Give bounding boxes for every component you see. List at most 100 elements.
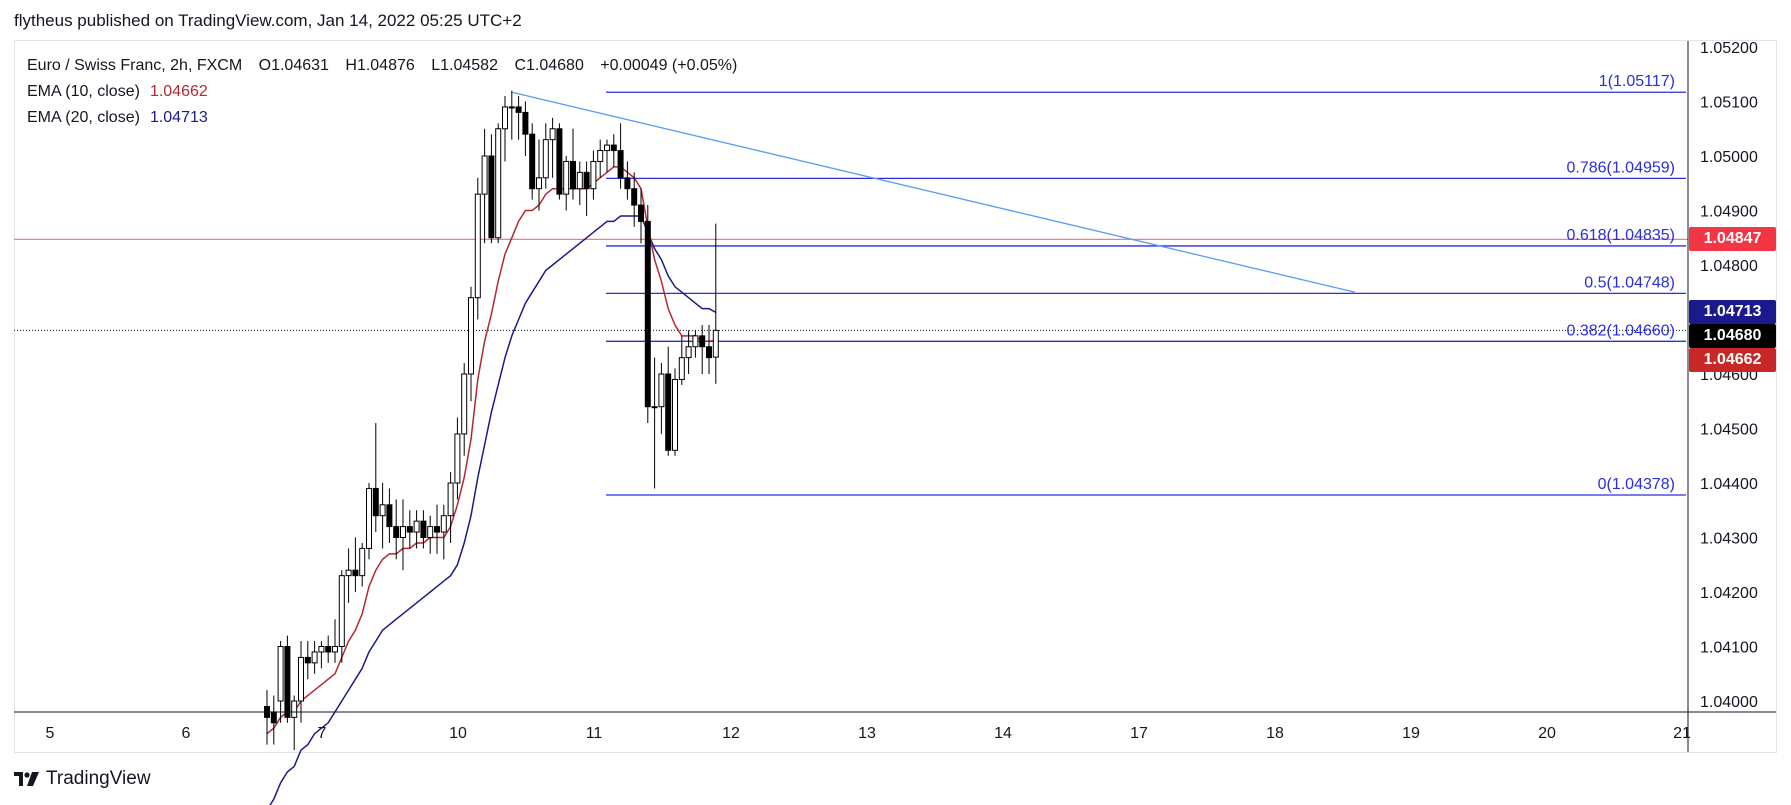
candle[interactable] xyxy=(372,423,379,533)
candle[interactable] xyxy=(563,156,570,211)
candle[interactable] xyxy=(658,363,665,434)
candle[interactable] xyxy=(413,510,420,549)
candle[interactable] xyxy=(440,504,447,560)
chart-frame xyxy=(14,40,1777,753)
candle[interactable] xyxy=(468,286,474,402)
candle[interactable] xyxy=(270,695,277,745)
price-tag: 1.04847 xyxy=(1689,227,1776,252)
candle[interactable] xyxy=(617,123,624,189)
candle[interactable] xyxy=(706,324,712,374)
candle[interactable] xyxy=(488,134,495,244)
time-tick-label: 11 xyxy=(586,725,603,742)
candle[interactable] xyxy=(338,570,345,663)
candle[interactable] xyxy=(304,641,311,680)
candle-body xyxy=(325,646,332,653)
candle[interactable] xyxy=(400,499,406,571)
candle[interactable] xyxy=(325,635,332,663)
candle-body xyxy=(332,646,338,653)
tradingview-logo[interactable]: TradingView xyxy=(14,768,151,790)
candle[interactable] xyxy=(474,177,481,320)
price-tick-label: 1.04000 xyxy=(1700,694,1758,711)
candle[interactable] xyxy=(549,117,556,178)
candle-body xyxy=(638,204,644,222)
candle[interactable] xyxy=(318,641,325,669)
candle-body xyxy=(515,106,522,113)
candle[interactable] xyxy=(359,542,366,587)
candle[interactable] xyxy=(447,472,454,543)
candle[interactable] xyxy=(570,128,576,200)
candle[interactable] xyxy=(712,223,719,384)
candle-body xyxy=(495,128,502,239)
candle[interactable] xyxy=(481,128,488,244)
candle[interactable] xyxy=(502,96,508,162)
candle[interactable] xyxy=(454,417,461,500)
time-tick-label: 20 xyxy=(1538,725,1556,742)
time-tick-label: 17 xyxy=(1130,725,1148,742)
candle[interactable] xyxy=(699,324,706,374)
candle[interactable] xyxy=(427,515,434,554)
legend-ema20-row[interactable]: EMA (20, close) 1.04713 xyxy=(27,105,737,131)
candle[interactable] xyxy=(406,510,413,549)
candle[interactable] xyxy=(515,96,522,140)
candle-body xyxy=(597,150,604,162)
candle[interactable] xyxy=(631,172,638,227)
time-tick-label: 5 xyxy=(46,725,55,742)
price-tick-label: 1.04400 xyxy=(1700,476,1758,493)
candle[interactable] xyxy=(685,330,692,374)
candle[interactable] xyxy=(583,161,590,216)
candle[interactable] xyxy=(298,641,304,723)
candle-body xyxy=(291,700,298,718)
candle[interactable] xyxy=(542,123,549,189)
candle-body xyxy=(474,193,481,299)
candle[interactable] xyxy=(678,335,685,385)
candle[interactable] xyxy=(332,619,338,663)
candle[interactable] xyxy=(291,695,298,751)
legend-symbol-row: Euro / Swiss Franc, 2h, FXCM O1.04631 H1… xyxy=(27,53,737,79)
candle-body xyxy=(542,139,549,179)
candle[interactable] xyxy=(508,90,515,140)
candle[interactable] xyxy=(311,641,318,674)
time-tick-label: 14 xyxy=(994,725,1012,742)
candle[interactable] xyxy=(379,483,386,549)
price-tick-label: 1.05100 xyxy=(1700,95,1758,112)
candle[interactable] xyxy=(277,641,284,723)
open-value: 1.04631 xyxy=(271,57,329,74)
tradingview-logo-icon xyxy=(14,772,39,786)
candle[interactable] xyxy=(665,346,672,456)
candle[interactable] xyxy=(393,499,400,560)
candle[interactable] xyxy=(522,101,529,157)
candle[interactable] xyxy=(352,537,359,593)
trendline[interactable] xyxy=(511,91,1356,293)
close-value: 1.04680 xyxy=(526,57,584,74)
candle[interactable] xyxy=(590,150,597,200)
candle[interactable] xyxy=(624,161,631,200)
candle[interactable] xyxy=(576,161,583,206)
candle[interactable] xyxy=(610,134,617,167)
candle[interactable] xyxy=(556,123,563,200)
legend-ema10-row[interactable]: EMA (10, close) 1.04662 xyxy=(27,79,737,105)
candle[interactable] xyxy=(284,635,291,723)
candle-body xyxy=(379,504,386,517)
symbol-title[interactable]: Euro / Swiss Franc, 2h, FXCM xyxy=(27,57,243,74)
candle-body xyxy=(284,646,291,718)
candle[interactable] xyxy=(366,483,372,560)
candle[interactable] xyxy=(597,139,604,178)
candle[interactable] xyxy=(420,510,427,549)
candle[interactable] xyxy=(644,205,651,424)
candle[interactable] xyxy=(461,363,468,456)
candle[interactable] xyxy=(604,139,610,173)
candle[interactable] xyxy=(264,690,270,745)
candle[interactable] xyxy=(495,123,502,244)
candle[interactable] xyxy=(345,548,352,603)
candle[interactable] xyxy=(638,188,644,244)
candle[interactable] xyxy=(536,139,542,211)
candle[interactable] xyxy=(434,504,440,554)
candle-body xyxy=(665,373,672,451)
candle[interactable] xyxy=(672,368,678,456)
time-tick-label: 10 xyxy=(449,725,467,742)
candle[interactable] xyxy=(529,123,536,200)
candle[interactable] xyxy=(692,330,699,358)
candle[interactable] xyxy=(386,488,393,543)
candle[interactable] xyxy=(651,357,658,489)
